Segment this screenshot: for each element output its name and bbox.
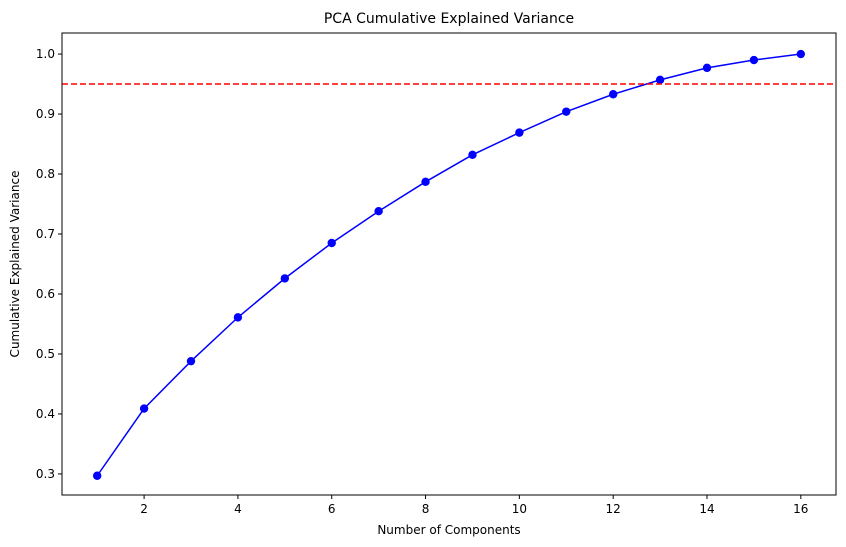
data-point <box>702 63 712 73</box>
data-point <box>280 274 290 283</box>
y-tick-label: 0.7 <box>36 227 55 241</box>
x-tick-label: 8 <box>422 502 430 516</box>
x-axis-title: Number of Components <box>377 523 520 537</box>
data-point <box>562 107 571 116</box>
data-point <box>655 75 665 85</box>
x-tick-label: 12 <box>606 502 621 516</box>
data-point <box>468 150 477 160</box>
data-point <box>139 404 149 413</box>
x-tick-label: 16 <box>793 502 808 516</box>
x-tick-label: 14 <box>699 502 714 516</box>
data-point <box>186 356 196 366</box>
x-tick-label: 6 <box>328 502 336 516</box>
plot-frame <box>61 32 837 496</box>
data-point <box>749 55 759 65</box>
series-line <box>96 53 801 477</box>
y-tick-label: 0.4 <box>36 407 55 421</box>
data-point <box>92 471 102 480</box>
data-point <box>374 207 383 216</box>
chart-title: PCA Cumulative Explained Variance <box>324 11 574 27</box>
data-point <box>515 128 524 137</box>
y-tick-label: 0.3 <box>36 467 55 481</box>
x-tick-label: 10 <box>512 502 527 516</box>
y-tick-label: 1.0 <box>36 47 55 61</box>
data-point <box>421 177 430 187</box>
x-tick-label: 2 <box>140 502 148 516</box>
data-point <box>233 313 243 322</box>
y-tick-label: 0.5 <box>36 347 55 361</box>
y-tick-label: 0.6 <box>36 287 55 301</box>
y-tick-label: 0.8 <box>36 167 55 181</box>
y-axis-title: Cumulative Explained Variance <box>8 171 22 358</box>
x-tick-label: 4 <box>234 502 242 516</box>
data-point <box>608 90 618 99</box>
plot-area: 2 4 6 8 10 12 14 16 0.3 0.4 0.5 0.6 0.7 0.8 0.9 1.0 <box>36 47 836 516</box>
data-point <box>327 238 336 248</box>
y-tick-label: 0.9 <box>36 107 55 121</box>
data-point <box>796 49 806 59</box>
